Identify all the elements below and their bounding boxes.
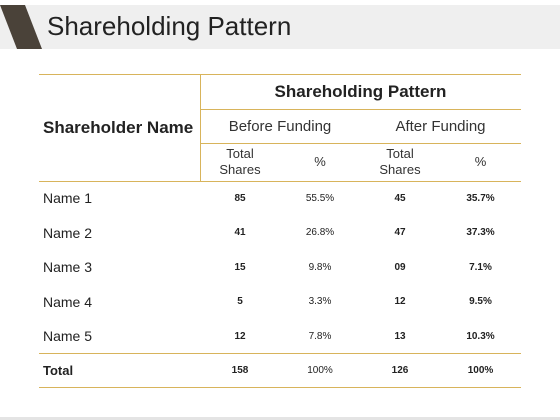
after-percent-cell: 7.1% (469, 261, 492, 273)
before-percent-cell: 9.8% (308, 261, 332, 273)
group-header-rule (200, 143, 521, 144)
total-top-rule (39, 353, 521, 354)
before-percent-cell: 55.5% (305, 192, 335, 204)
page-title: Shareholding Pattern (47, 11, 292, 41)
before-percent-header: % (314, 154, 326, 169)
before-total-shares-header: Total Shares (219, 146, 261, 177)
shareholder-name-header: Shareholder Name (43, 117, 194, 137)
after-funding-header: After Funding (395, 117, 486, 135)
row-name: Name 2 (43, 224, 93, 241)
row-name: Name 4 (43, 293, 93, 310)
before-total-shares-cell: 5 (237, 296, 243, 308)
after-total-shares-cell: 12 (394, 296, 406, 308)
footer-strip (0, 417, 560, 420)
after-percent-cell: 37.3% (466, 227, 495, 239)
after-total-shares-cell: 47 (394, 227, 406, 239)
before-percent-cell: 3.3% (308, 296, 332, 308)
after-percent-cell: 9.5% (469, 296, 492, 308)
shareholding-pattern-header: Shareholding Pattern (274, 81, 447, 101)
before-funding-header: Before Funding (228, 117, 332, 135)
after-total-shares-cell: 45 (394, 192, 406, 204)
row-name: Name 3 (43, 259, 93, 276)
before-total-shares-cell: 85 (234, 192, 246, 204)
before-total-shares-cell: 15 (234, 261, 246, 273)
row-name: Name 1 (43, 190, 93, 207)
main-header-rule (200, 109, 521, 110)
after-total-shares-cell: 13 (394, 330, 406, 342)
before-total-shares-cell: 41 (234, 227, 246, 239)
before-total-shares-cell: 12 (234, 330, 246, 342)
total-after-percent-cell: 100% (467, 364, 494, 376)
after-percent-header: % (474, 154, 487, 169)
total-before-total-shares-cell: 158 (231, 364, 249, 376)
total-row-label: Total (43, 362, 74, 378)
total-before-percent-cell: 100% (307, 364, 333, 376)
header-divider (200, 74, 201, 181)
after-total-shares-cell: 09 (394, 261, 406, 273)
header-bottom-rule (39, 181, 521, 182)
title-bar (0, 5, 560, 49)
after-percent-cell: 35.7% (466, 192, 495, 204)
after-total-shares-header: Total Shares (379, 146, 421, 177)
after-percent-cell: 10.3% (466, 330, 495, 342)
table-bottom-rule (39, 387, 521, 388)
before-percent-cell: 7.8% (308, 330, 332, 342)
table-top-rule (39, 74, 521, 75)
before-percent-cell: 26.8% (305, 227, 335, 239)
total-after-total-shares-cell: 126 (391, 364, 409, 376)
row-name: Name 5 (43, 328, 93, 345)
